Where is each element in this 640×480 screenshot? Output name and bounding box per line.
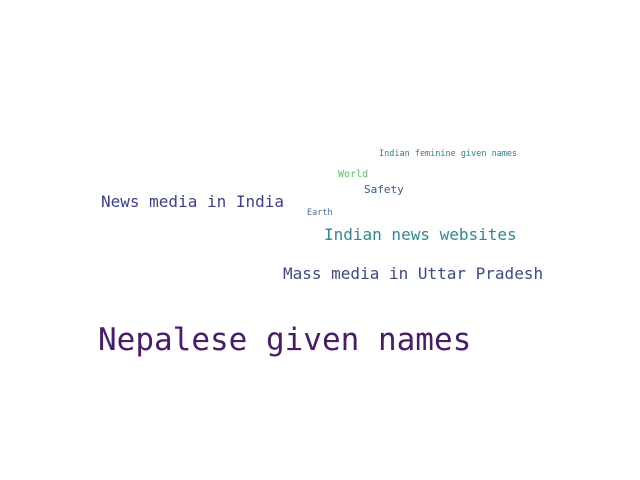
word-indian-feminine-given-names: Indian feminine given names (379, 149, 518, 159)
word-world: World (338, 169, 369, 180)
word-indian-news-websites: Indian news websites (324, 225, 517, 244)
word-news-media-in-india: News media in India (101, 192, 285, 211)
word-safety: Safety (364, 183, 404, 196)
word-earth: Earth (307, 208, 333, 218)
word-mass-media-in-uttar-pradesh: Mass media in Uttar Pradesh (283, 264, 544, 283)
word-nepalese-given-names: Nepalese given names (98, 322, 472, 358)
